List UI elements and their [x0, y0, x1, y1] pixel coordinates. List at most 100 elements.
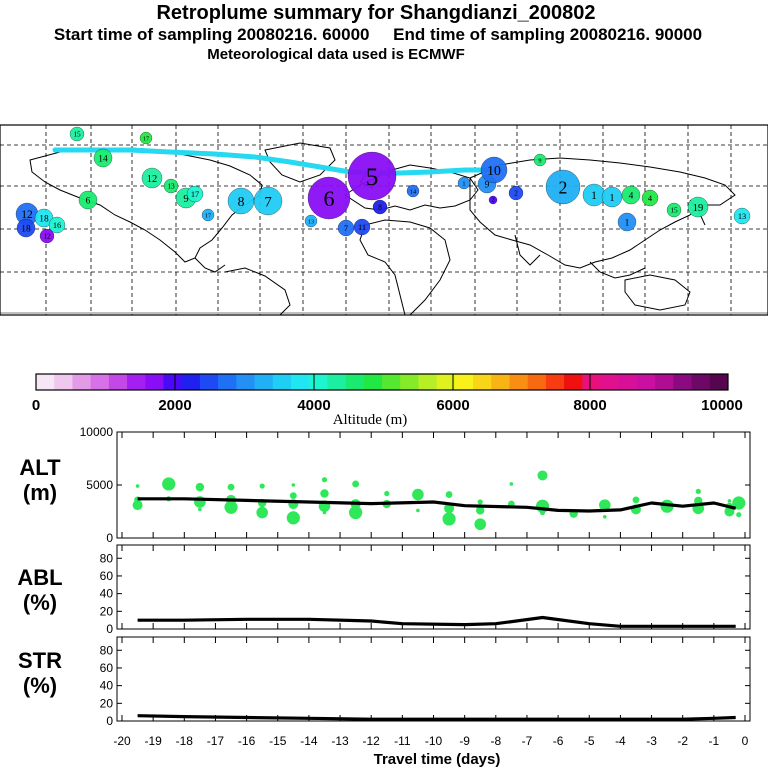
plume-cluster-label: 6	[86, 196, 91, 206]
abl-panel-title: ABL	[17, 565, 62, 590]
x-tick-label: -8	[490, 734, 501, 748]
x-tick-label: -2	[677, 734, 688, 748]
alt-scatter-point	[445, 491, 453, 498]
chart-title: Retroplume summary for Shangdianzi_20080…	[156, 2, 596, 24]
colorbar-cell	[72, 374, 92, 390]
alt-series-line	[137, 497, 737, 513]
panel-frame-alt	[116, 431, 751, 539]
plume-cluster-marker	[201, 208, 215, 222]
x-tick-label: -13	[331, 734, 349, 748]
meteorological-data-note: Meteorological data used is ECMWF	[207, 46, 465, 63]
colorbar-cell	[218, 374, 237, 390]
plume-cluster-label: 18	[39, 214, 49, 224]
plume-cluster-marker	[621, 185, 641, 205]
plume-cluster-marker	[304, 214, 318, 228]
plume-cluster-label: 7	[264, 194, 271, 210]
panel-frame-abl	[116, 544, 751, 630]
plume-cluster-marker	[733, 207, 751, 225]
plume-cluster-label: 13	[308, 218, 314, 225]
plume-cluster-label: 1	[462, 180, 465, 187]
colorbar-cell	[400, 374, 419, 390]
x-tick-label: -15	[269, 734, 287, 748]
colorbar-tick-10000: 10000	[701, 397, 743, 414]
colorbar-cell	[618, 374, 638, 390]
plume-cluster-marker	[641, 189, 659, 207]
x-tick-label: -7	[522, 734, 533, 748]
colorbar-cell	[54, 374, 73, 390]
abl-series-line	[137, 615, 736, 628]
colorbar-cell	[491, 374, 510, 390]
colorbar-cell	[199, 374, 219, 390]
plume-cluster-marker	[139, 131, 153, 145]
plume-cluster-label: 1	[609, 193, 614, 204]
y-tick-label: 5000	[86, 478, 113, 492]
plume-cluster-marker	[508, 185, 524, 201]
plume-cluster-label: 11	[358, 223, 366, 232]
alt-scatter-point	[291, 483, 296, 487]
plume-cluster-label: 2	[514, 189, 518, 198]
alt-scatter-point	[539, 509, 546, 516]
x-tick-label: -3	[646, 734, 657, 748]
alt-scatter-point	[603, 515, 607, 519]
x-tick-label: -1	[709, 734, 720, 748]
x-tick-label: -5	[584, 734, 595, 748]
plume-cluster-marker	[69, 126, 85, 142]
alt-scatter-point	[695, 488, 701, 494]
plume-cluster-label: 14	[410, 188, 417, 195]
colorbar-cell	[527, 374, 547, 390]
colorbar-cell	[709, 374, 729, 390]
y-tick-label: 80	[100, 551, 114, 565]
colorbar-cell	[290, 374, 310, 390]
alt-scatter-point	[132, 500, 143, 511]
x-tick-label: -11	[394, 734, 411, 748]
y-tick-label: 80	[100, 643, 114, 657]
alt-scatter-point	[135, 484, 140, 488]
plume-cluster-label: 9	[183, 194, 188, 205]
colorbar-cell	[473, 374, 492, 390]
colorbar-cell	[673, 374, 693, 390]
alt-scatter-point	[732, 496, 746, 510]
y-tick-label: 40	[100, 679, 114, 693]
colorbar-label: Altitude (m)	[333, 412, 408, 428]
plume-cluster-label: 9	[538, 157, 541, 164]
x-tick-label: -19	[144, 734, 162, 748]
plume-cluster-marker	[533, 153, 547, 167]
plume-cluster-marker	[78, 190, 98, 210]
plume-cluster-label: 2	[492, 198, 495, 204]
alt-scatter-point	[537, 470, 548, 481]
y-tick-label: 0	[106, 714, 113, 728]
sampling-time-range: Start time of sampling 20080216. 60000 E…	[53, 25, 703, 44]
colorbar-cell	[454, 374, 474, 390]
alt-scatter-point	[416, 508, 420, 513]
plume-cluster-marker	[347, 151, 397, 201]
plume-cluster-label: 2	[559, 177, 568, 197]
alt-scatter-point	[412, 488, 424, 501]
colorbar-cell	[600, 374, 620, 390]
plume-cluster-label: 12	[21, 209, 33, 221]
colorbar-tick-2000: 2000	[158, 397, 191, 414]
colorbar-cell	[309, 374, 328, 390]
colorbar-cell	[636, 374, 656, 390]
alt-scatter-point	[195, 482, 205, 492]
plume-cluster-label: 12	[43, 232, 51, 241]
plume-cluster-label: 12	[147, 174, 158, 185]
alt-scatter-point	[259, 483, 265, 489]
colorbar-tick-8000: 8000	[573, 397, 606, 414]
colorbar-tick-4000: 4000	[297, 397, 330, 414]
colorbar-cell	[655, 374, 674, 390]
alt-scatter-point	[476, 506, 485, 515]
plume-cluster-marker	[48, 216, 66, 234]
alt-scatter-point	[162, 477, 176, 491]
colorbar-cell	[272, 374, 292, 390]
plume-cluster-label: 7	[344, 224, 348, 233]
plume-cluster-marker	[253, 186, 283, 216]
colorbar-cell	[545, 374, 565, 390]
colorbar-cell	[163, 374, 183, 390]
str-panel-title: STR	[18, 648, 62, 673]
colorbar-cell	[509, 374, 529, 390]
plume-cluster-marker	[307, 176, 351, 220]
colorbar-cell	[418, 374, 438, 390]
y-tick-label: 60	[100, 569, 114, 583]
plume-cluster-label: 10	[487, 163, 501, 178]
